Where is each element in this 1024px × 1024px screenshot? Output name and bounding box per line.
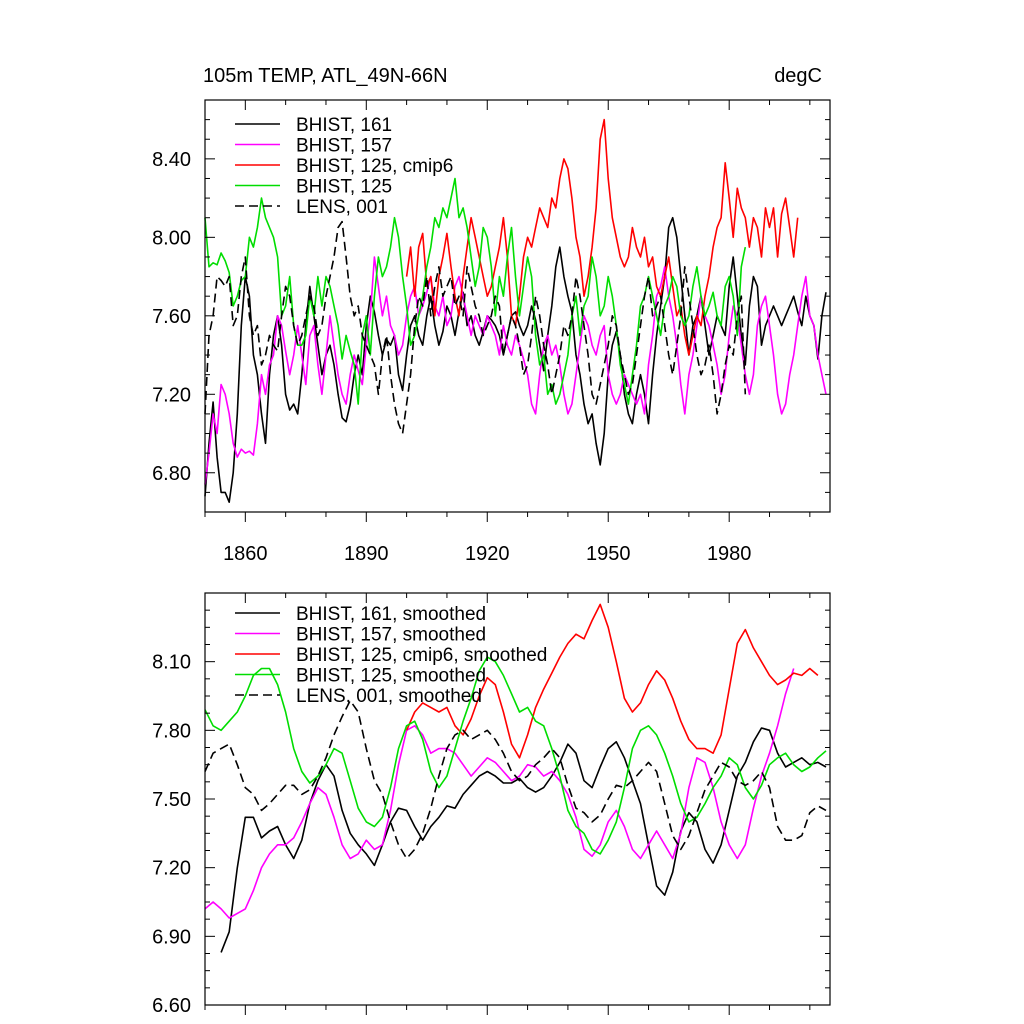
series-line-bhist-157-smoothed xyxy=(204,668,795,919)
series-line-bhist-161-smoothed xyxy=(220,727,827,953)
y-tick-label: 7.60 xyxy=(152,306,191,328)
series-line-bhist-125-cmip6-smoothed xyxy=(405,603,819,759)
x-tick-label: 1890 xyxy=(344,543,389,565)
top-panel-temperature: 6.80 7.20 7.60 8.00 8.40 1860 1890 1920 1950 1980… xyxy=(152,99,831,565)
x-tick-label: 1860 xyxy=(223,543,268,565)
bottom-panel-smoothed: 6.60 6.90 7.20 7.50 7.80 8.10 BHIST, 161, smoo… xyxy=(152,592,831,1017)
series-line-lens-001-smoothed xyxy=(204,699,827,860)
legend-label: BHIST, 161, smoothed xyxy=(296,604,486,625)
y-tick-label: 7.20 xyxy=(152,858,191,880)
y-tick-label: 7.50 xyxy=(152,789,191,811)
figure-title: 105m TEMP, ATL_49N-66N xyxy=(203,65,448,87)
x-tick-label: 1950 xyxy=(586,543,631,565)
series-line-bhist-125-cmip6 xyxy=(405,118,799,356)
series-line-lens-001 xyxy=(204,220,747,435)
legend-label: BHIST, 125 xyxy=(296,177,392,198)
x-tick-label: 1980 xyxy=(707,543,752,565)
y-tick-label: 8.10 xyxy=(152,652,191,674)
legend-label: BHIST, 161 xyxy=(296,115,392,136)
legend-label: BHIST, 125, cmip6 xyxy=(296,156,453,177)
legend-label: LENS, 001, smoothed xyxy=(296,686,482,707)
legend-label: LENS, 001 xyxy=(296,197,388,218)
y-tick-label: 8.00 xyxy=(152,227,191,249)
plot-frame xyxy=(204,99,831,513)
y-tick-label: 8.40 xyxy=(152,149,191,171)
legend-label: BHIST, 125, smoothed xyxy=(296,666,486,687)
series-line-bhist-125-smoothed xyxy=(204,656,827,855)
series-line-bhist-161 xyxy=(204,216,827,503)
y-tick-label: 7.80 xyxy=(152,720,191,742)
series-line-bhist-125 xyxy=(204,177,747,405)
y-tick-label: 7.20 xyxy=(152,384,191,406)
y-tick-label: 6.60 xyxy=(152,995,191,1017)
x-tick-label: 1920 xyxy=(465,543,510,565)
legend-label: BHIST, 157, smoothed xyxy=(296,625,486,646)
legend-label: BHIST, 157 xyxy=(296,136,392,157)
y-tick-label: 6.90 xyxy=(152,926,191,948)
units-label: degC xyxy=(774,65,822,87)
legend-label: BHIST, 125, cmip6, smoothed xyxy=(296,645,547,666)
y-tick-label: 6.80 xyxy=(152,463,191,485)
